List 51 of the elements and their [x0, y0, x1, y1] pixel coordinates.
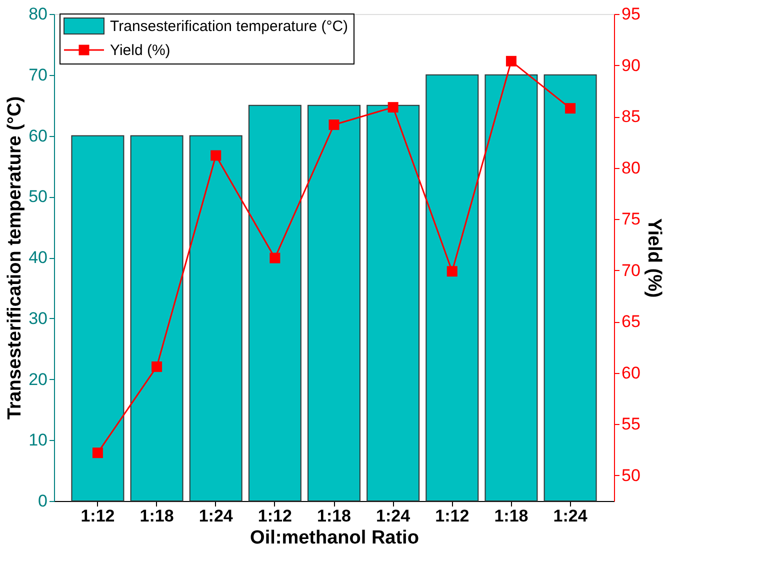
y2-tick-label: 75: [622, 210, 640, 229]
bar: [544, 74, 597, 502]
legend-label: Transesterification temperature (°C): [110, 18, 348, 35]
x-tick-label: 1:18: [316, 506, 352, 526]
x-tick-label: 1:12: [80, 506, 115, 526]
y-axis-title: Transesterification temperature (°C): [4, 96, 26, 420]
y-tick-label: 20: [28, 370, 48, 389]
y-tick-label: 10: [28, 430, 48, 450]
x-tick-label: 1:18: [140, 506, 174, 526]
bar: [71, 135, 124, 502]
legend-label: Yield (%): [110, 42, 170, 59]
point: [446, 266, 458, 277]
y-tick-label: 70: [28, 65, 48, 84]
bar: [426, 74, 479, 502]
bar: [130, 135, 184, 502]
y2-tick-label: 65: [622, 312, 640, 332]
point: [152, 361, 162, 372]
point: [210, 150, 222, 161]
x-tick-label: 1:24: [553, 506, 588, 526]
point: [506, 56, 516, 66]
y-tick-label: 40: [28, 248, 48, 267]
bar: [484, 74, 538, 502]
y2-tick-label: 85: [622, 107, 640, 126]
y2-tick-label: 90: [622, 56, 640, 75]
y2-tick-label: 55: [622, 414, 640, 434]
point: [92, 448, 103, 458]
point: [565, 103, 576, 114]
x-tick-label: 1:12: [258, 506, 292, 526]
y2-tick-label: 60: [622, 363, 640, 382]
y2-axis-title: Yield (%): [643, 218, 664, 298]
y2-tick-label: 50: [622, 466, 640, 485]
point: [270, 252, 280, 264]
y-tick-label: 0: [38, 492, 48, 510]
y-tick-label: 30: [28, 308, 48, 328]
bar: [366, 104, 420, 502]
bar: [248, 104, 302, 502]
bar: [189, 135, 242, 502]
y-tick-label: 60: [28, 126, 48, 146]
bar: [308, 104, 360, 502]
x-tick-label: 1:24: [198, 506, 234, 526]
y-tick-label: 80: [28, 4, 48, 24]
x-tick-label: 1:18: [494, 506, 528, 526]
y2-tick-label: 80: [622, 158, 640, 178]
x-tick-label: 1:12: [435, 506, 470, 526]
point: [328, 119, 340, 130]
y2-tick-label: 95: [622, 4, 640, 24]
point: [388, 102, 398, 113]
y-tick-label: 50: [28, 187, 48, 206]
x-tick-label: 1:24: [376, 506, 411, 526]
y2-tick-label: 70: [622, 260, 640, 280]
x-axis-title: Oil:methanol Ratio: [250, 528, 419, 548]
